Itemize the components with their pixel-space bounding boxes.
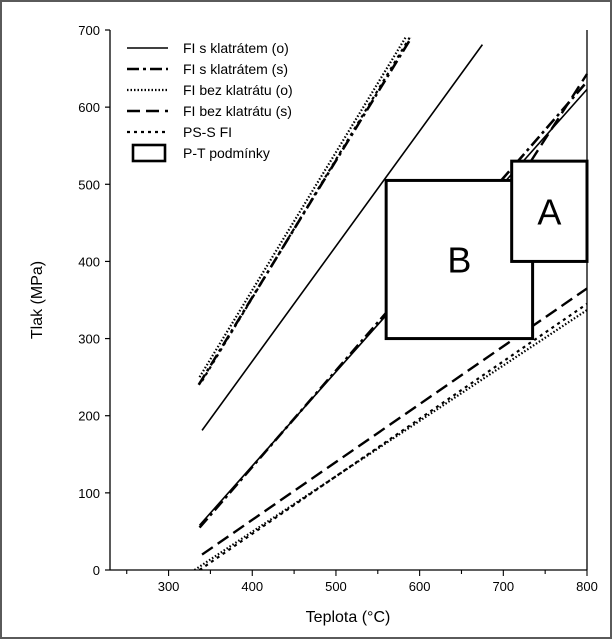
y-tick-label: 500	[78, 177, 100, 192]
series-line-solid-1	[201, 44, 484, 431]
y-axis-label: Tlak (MPa)	[29, 261, 46, 339]
y-tick-label: 300	[78, 332, 100, 347]
legend-swatch-box	[131, 143, 167, 163]
y-tick-label: 200	[78, 409, 100, 424]
series-line-dashed-2	[529, 73, 589, 162]
y-tick-label: 700	[78, 23, 100, 38]
y-tick-label: 400	[78, 254, 100, 269]
y-tick-label: 600	[78, 100, 100, 115]
legend: FI s klatrátem (o) FI s klatrátem (s) FI b…	[127, 40, 293, 163]
box-layer: BA	[384, 159, 589, 341]
x-axis-label: Teplota (°C)	[306, 609, 391, 626]
y-tick-label: 0	[93, 563, 100, 578]
x-tick-label: 500	[325, 579, 347, 594]
legend-label: FI s klatrátem (o)	[183, 40, 289, 56]
x-tick-label: 400	[241, 579, 263, 594]
x-tick-label: 800	[576, 579, 598, 594]
x-tick-label: 700	[492, 579, 514, 594]
pt-box-a	[510, 159, 589, 263]
series-line-shortdot-2	[198, 302, 588, 570]
legend-label: FI bez klatrátu (s)	[183, 103, 292, 119]
series-line-dashdot-2	[198, 80, 588, 529]
legend-label: FI bez klatrátu (o)	[183, 82, 293, 98]
pt-box-b	[384, 178, 535, 341]
y-tick-label: 100	[78, 486, 100, 501]
pt-box-label-b: B	[447, 240, 471, 281]
x-tick-label: 600	[409, 579, 431, 594]
legend-label: PS-S FI	[183, 124, 232, 140]
pt-box-label-a: A	[537, 191, 561, 232]
axes: 0 100 200 300 400 500 600 700 300 400 500 600 700 800	[78, 23, 598, 594]
legend-label: FI s klatrátem (s)	[183, 61, 288, 77]
series-line-dotted-2	[193, 309, 588, 570]
series-line-dashdot-1	[197, 37, 413, 386]
x-tick-label: 300	[158, 579, 180, 594]
legend-label: P-T podmínky	[183, 145, 270, 161]
